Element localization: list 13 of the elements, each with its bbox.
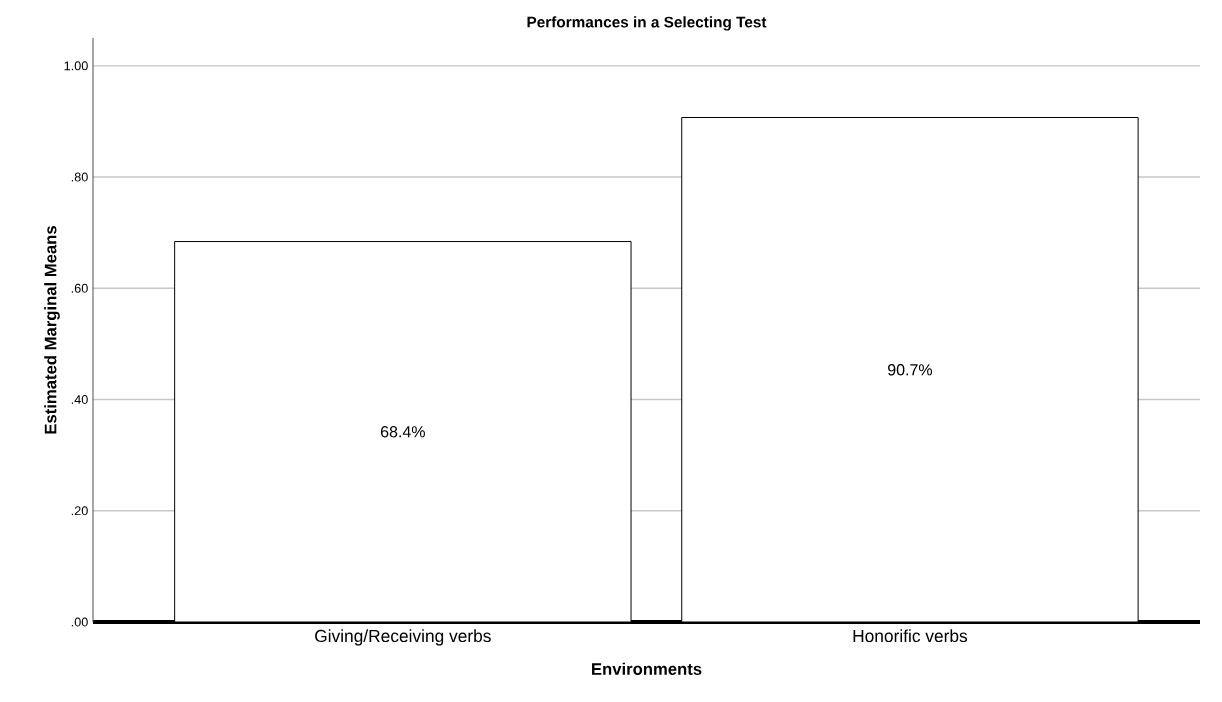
- y-tick-label: 1.00: [64, 61, 88, 71]
- x-tick-label: Giving/Receiving verbs: [315, 629, 491, 646]
- y-axis-title: Estimated Marginal Means: [44, 226, 60, 434]
- data-label: 68.4%: [380, 426, 425, 438]
- y-tick-label: .60: [71, 283, 88, 293]
- y-tick-label: .20: [71, 506, 88, 516]
- y-tick-label: .80: [71, 172, 88, 182]
- y-tick-label: .00: [71, 617, 88, 627]
- data-label: 90.7%: [888, 364, 933, 376]
- x-axis-title: Environments: [592, 662, 702, 675]
- chart-title: Performances in a Selecting Test: [527, 16, 767, 31]
- x-tick-label: Honorific verbs: [853, 629, 968, 643]
- y-tick-label: .40: [71, 395, 88, 404]
